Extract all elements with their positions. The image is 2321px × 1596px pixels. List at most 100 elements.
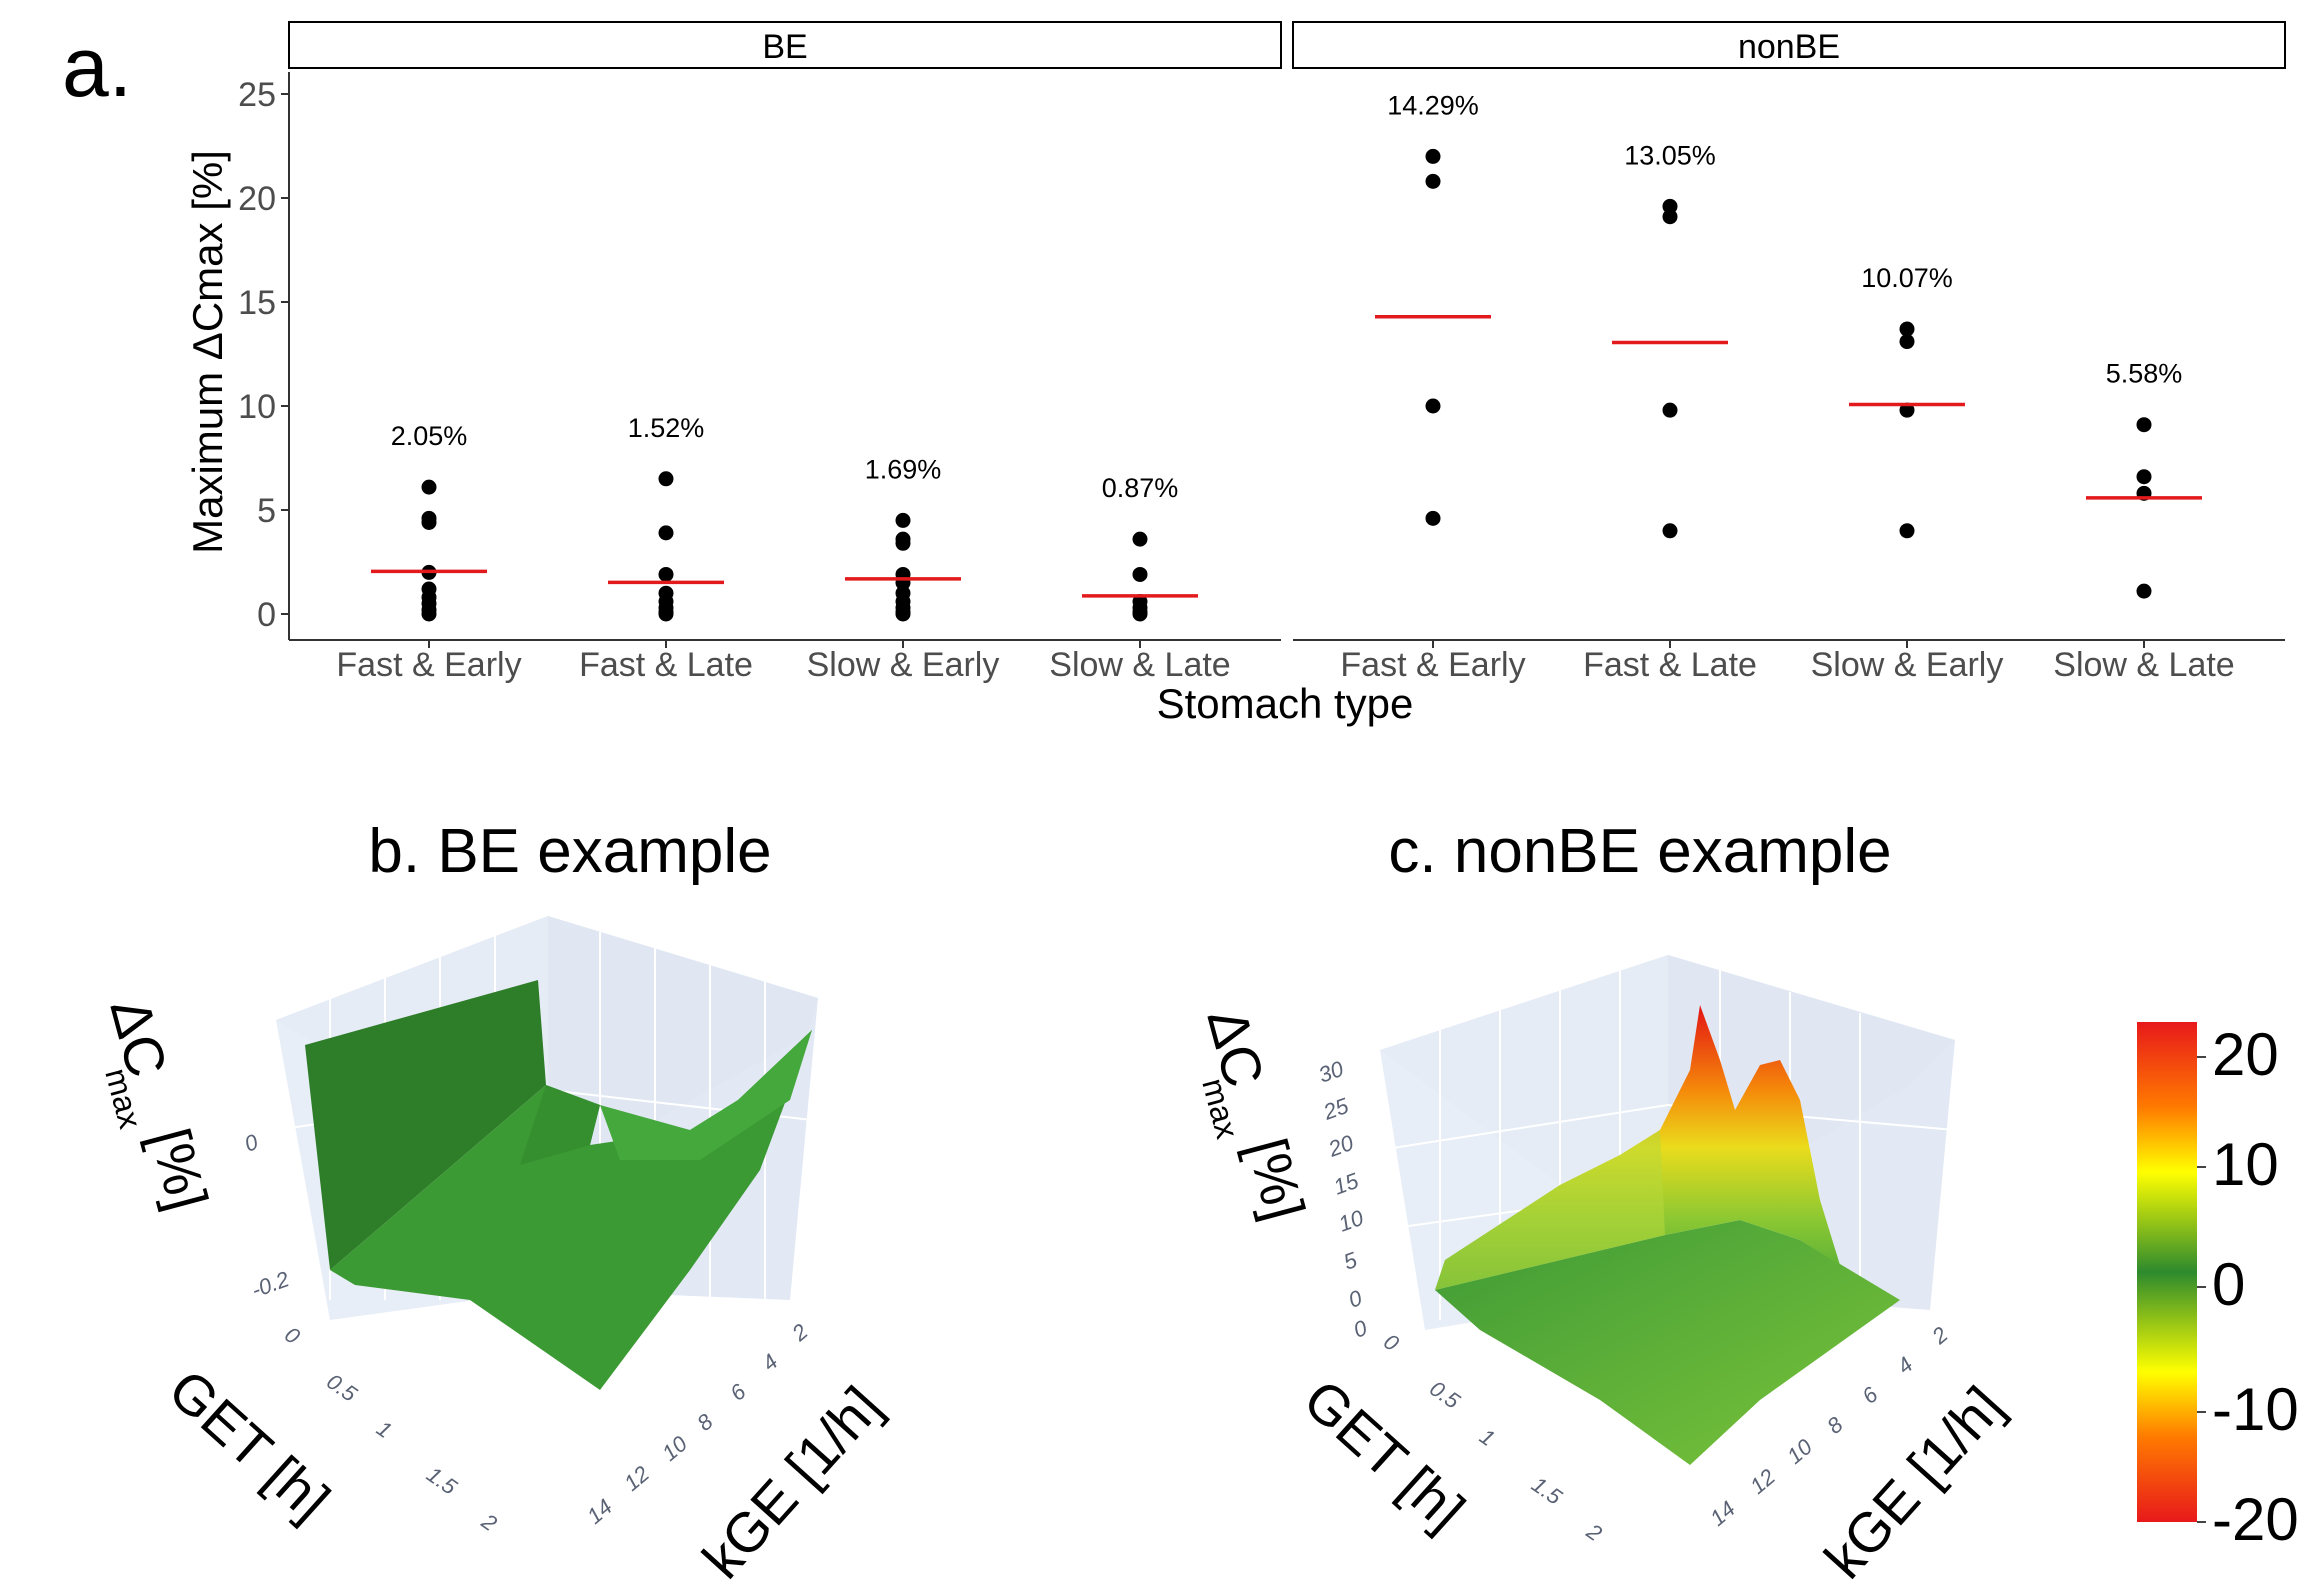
facet-strip-nonbe bbox=[1292, 21, 2286, 69]
panel-c-z-tick: 30 bbox=[1315, 1056, 1347, 1088]
facet-strip-be bbox=[288, 21, 1282, 69]
panel-b-surface-back bbox=[305, 980, 546, 1270]
x-tick-label: Slow & Late bbox=[2053, 646, 2234, 684]
y-axis-title: Maximum ΔCmax [%] bbox=[184, 150, 231, 554]
panel-c-y-tick: 14 bbox=[1705, 1496, 1740, 1531]
panel-b-y-title: kGE [1/h] bbox=[690, 1374, 893, 1590]
panel-b-y-tick: 4 bbox=[757, 1349, 782, 1376]
data-point bbox=[421, 606, 437, 622]
panel-b-surface-ridge bbox=[520, 1085, 600, 1165]
x-tick-label: Slow & Early bbox=[1811, 646, 2004, 684]
x-axis-ticks: Fast & Early Fast & Late Slow & Early Slow … bbox=[336, 640, 2235, 684]
panel-c-z-tick: 15 bbox=[1330, 1168, 1362, 1200]
data-point bbox=[1662, 198, 1678, 214]
data-point bbox=[1662, 402, 1678, 418]
data-point bbox=[1425, 510, 1441, 526]
panel-c-x-tick: 2 bbox=[1581, 1518, 1606, 1546]
data-point bbox=[1899, 523, 1915, 539]
colorbar-ticks: 20 10 0 -10 -20 bbox=[2197, 1021, 2299, 1553]
panel-b-surface-floor bbox=[330, 1030, 812, 1390]
y-tick-label: 0 bbox=[257, 596, 276, 634]
colorbar-tick-label: 0 bbox=[2212, 1251, 2245, 1318]
panel-b-x-tick: 0.5 bbox=[322, 1369, 362, 1407]
data-point bbox=[895, 606, 911, 622]
data-point bbox=[2136, 469, 2152, 485]
y-tick-label: 5 bbox=[257, 492, 276, 530]
panel-c-x-tick: 1.5 bbox=[1527, 1472, 1567, 1510]
data-point bbox=[658, 606, 674, 622]
x-tick-label: Fast & Late bbox=[579, 646, 753, 684]
data-point bbox=[1132, 531, 1148, 547]
panel-c-z-tick: 0 bbox=[1350, 1315, 1371, 1343]
panel-b-z-title-unit: [%] bbox=[138, 1122, 220, 1216]
colorbar-tick-label: -20 bbox=[2212, 1486, 2299, 1553]
y-axis-ticks: 0 5 10 15 20 25 bbox=[238, 76, 289, 634]
mean-percent-label: 1.69% bbox=[865, 454, 942, 484]
data-point bbox=[1132, 566, 1148, 582]
y-tick-label: 25 bbox=[238, 76, 276, 114]
panel-b-x-title: GET [h] bbox=[157, 1357, 342, 1532]
y-tick-label: 10 bbox=[238, 388, 276, 426]
panel-c-y-tick: 2 bbox=[1926, 1322, 1952, 1350]
panel-b-y-tick: 10 bbox=[657, 1430, 692, 1465]
panel-b-z-title: ΔC max [%] bbox=[98, 992, 220, 1216]
panel-b-y-tick: 12 bbox=[619, 1461, 654, 1496]
mean-percent-label: 5.58% bbox=[2106, 359, 2183, 389]
data-point bbox=[2136, 583, 2152, 599]
panel-c-surface-floor bbox=[1435, 1220, 1900, 1465]
data-point bbox=[1899, 334, 1915, 350]
data-point bbox=[658, 566, 674, 582]
panel-b-y-tick: 8 bbox=[692, 1408, 718, 1436]
data-point bbox=[421, 479, 437, 495]
panel-c-y-tick: 10 bbox=[1782, 1433, 1817, 1468]
data-point bbox=[1425, 148, 1441, 164]
data-point bbox=[658, 525, 674, 541]
panel-c-z-tick: 0 bbox=[1345, 1285, 1366, 1313]
panel-c-z-tick: 10 bbox=[1335, 1205, 1367, 1237]
colorbar bbox=[2137, 1022, 2197, 1522]
panel-c-x-tick: 1 bbox=[1475, 1424, 1499, 1452]
data-point bbox=[1662, 523, 1678, 539]
panel-c-z-title-unit: [%] bbox=[1235, 1132, 1317, 1226]
x-tick-label: Fast & Early bbox=[336, 646, 521, 684]
panel-c-z-tick: 5 bbox=[1340, 1247, 1361, 1275]
panel-c-surface-shade bbox=[1435, 1130, 1665, 1290]
facet-label-be: BE bbox=[762, 28, 807, 66]
x-tick-label: Slow & Early bbox=[807, 646, 1000, 684]
x-tick-label: Fast & Early bbox=[1340, 646, 1525, 684]
panel-c-y-title: kGE [1/h] bbox=[1812, 1374, 2015, 1590]
panel-b-surface-right bbox=[600, 1030, 812, 1160]
plot-marks: 2.05% 1.52% 1.69% 0.87% 14.29% 13.05% 10.07% 5.… bbox=[371, 90, 2202, 622]
panel-c-title: c. nonBE example bbox=[1388, 817, 1891, 886]
panel-b-z-tick: -0.2 bbox=[248, 1266, 292, 1302]
panel-c-y-tick: 6 bbox=[1857, 1381, 1883, 1409]
y-tick-label: 15 bbox=[238, 284, 276, 322]
panel-c-z-title: ΔC max [%] bbox=[1195, 1002, 1317, 1226]
facet-label-nonbe: nonBE bbox=[1738, 28, 1840, 66]
data-point bbox=[1662, 209, 1678, 225]
mean-percent-label: 1.52% bbox=[628, 413, 705, 443]
x-tick-label: Slow & Late bbox=[1049, 646, 1230, 684]
panel-b-z-tick: 0 bbox=[241, 1129, 262, 1157]
panel-b-3d-scene bbox=[275, 916, 818, 1390]
mean-percent-label: 13.05% bbox=[1624, 140, 1716, 170]
panel-c-z-tick: 20 bbox=[1324, 1130, 1357, 1162]
panel-b-x-tick: 2 bbox=[476, 1508, 501, 1536]
panel-c-z-tick: 25 bbox=[1319, 1093, 1352, 1125]
data-point bbox=[895, 512, 911, 528]
data-point bbox=[421, 514, 437, 530]
mean-percent-label: 14.29% bbox=[1387, 90, 1479, 120]
data-point bbox=[658, 471, 674, 487]
panel-a-letter: a. bbox=[62, 20, 132, 114]
panel-c-y-tick: 4 bbox=[1892, 1352, 1917, 1379]
data-point bbox=[1425, 398, 1441, 414]
panel-c-x-tick: 0 bbox=[1379, 1329, 1404, 1357]
panel-b-y-tick: 6 bbox=[725, 1378, 751, 1406]
data-point bbox=[1425, 173, 1441, 189]
data-point bbox=[1899, 321, 1915, 337]
x-axis-title: Stomach type bbox=[1157, 680, 1414, 727]
x-tick-label: Fast & Late bbox=[1583, 646, 1757, 684]
panel-c-y-tick: 12 bbox=[1745, 1464, 1780, 1499]
panel-b-x-tick: 0 bbox=[280, 1322, 305, 1350]
panel-b-x-tick: 1 bbox=[372, 1416, 396, 1444]
